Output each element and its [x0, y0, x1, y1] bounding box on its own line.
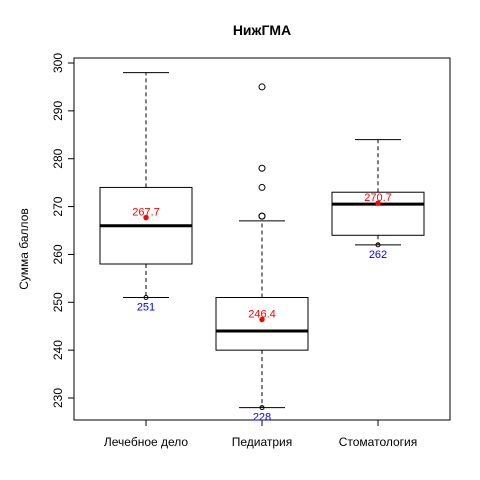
x-axis: Лечебное дело Педиатрия Стоматология — [104, 419, 418, 449]
iqr-box — [215, 297, 309, 351]
min-point — [375, 242, 381, 248]
iqr-box — [331, 191, 425, 236]
mean-value-label: 267.7 — [132, 207, 160, 219]
mean-point — [375, 200, 381, 206]
y-axis: 230 240 250 260 270 280 290 300 — [51, 53, 75, 408]
outlier-point — [258, 212, 266, 220]
mean-point — [143, 214, 149, 221]
y-tick-label: 300 — [51, 53, 65, 73]
mean-value-label: 246.4 — [248, 309, 276, 321]
boxes-group: 251 267.7 228 246.4 262 270.7 — [99, 72, 425, 424]
outlier-point — [258, 164, 266, 172]
x-category-label: Лечебное дело — [104, 435, 189, 449]
y-tick-label: 290 — [51, 101, 65, 121]
outlier-point — [258, 183, 266, 191]
y-tick-label: 280 — [51, 148, 65, 168]
x-category-label: Стоматология — [339, 435, 418, 449]
chart-title: НижГМА — [233, 22, 291, 38]
min-value-label: 251 — [137, 302, 155, 314]
min-value-label: 262 — [369, 249, 387, 261]
x-category-label: Педиатрия — [232, 435, 293, 449]
min-point — [259, 405, 265, 411]
y-tick-label: 270 — [51, 196, 65, 216]
box-group: 228 246.4 — [215, 83, 309, 424]
mean-point — [259, 316, 265, 323]
y-tick-label: 230 — [51, 388, 65, 408]
y-tick-label: 250 — [51, 292, 65, 312]
y-tick-label: 260 — [51, 244, 65, 264]
y-tick-label: 240 — [51, 340, 65, 360]
min-value-label: 228 — [253, 412, 271, 424]
y-axis-label: Сумма баллов — [17, 208, 31, 290]
box-group: 251 267.7 — [99, 72, 193, 314]
outlier-point — [258, 83, 266, 91]
box-group: 262 270.7 — [331, 139, 425, 261]
mean-value-label: 270.7 — [364, 192, 392, 204]
min-point — [143, 295, 149, 300]
